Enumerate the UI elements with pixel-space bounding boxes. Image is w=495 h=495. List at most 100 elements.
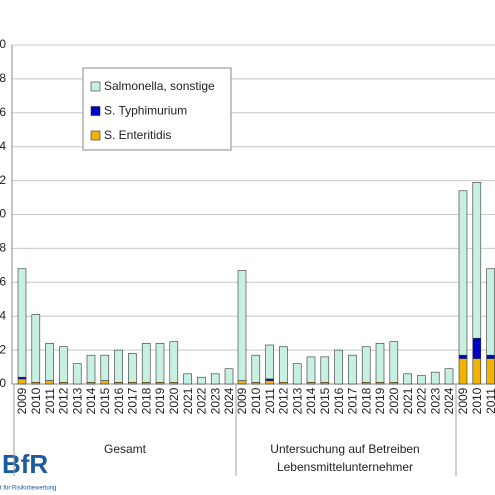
legend-label: Salmonella, sonstige bbox=[104, 79, 215, 93]
x-tick-label: 2014 bbox=[84, 387, 98, 414]
y-tick-label: 0,2 bbox=[0, 342, 6, 356]
bar-segment bbox=[100, 354, 110, 381]
bar-segment bbox=[155, 343, 165, 383]
x-tick-label: 2012 bbox=[277, 387, 291, 414]
group-label: Gesamt bbox=[104, 442, 147, 456]
x-tick-label: 2010 bbox=[29, 387, 43, 414]
bar-segment bbox=[375, 343, 385, 383]
x-tick-label: 2011 bbox=[43, 388, 57, 414]
x-tick-label: 2015 bbox=[98, 387, 112, 414]
x-tick-label: 2023 bbox=[208, 387, 222, 414]
bar-segment bbox=[486, 354, 495, 359]
x-tick-label: 2014 bbox=[304, 387, 318, 414]
x-tick-label: 2023 bbox=[428, 387, 442, 414]
y-tick-label: 2,0 bbox=[0, 37, 6, 51]
bar-segment bbox=[224, 368, 234, 385]
legend-label: S. Typhimurium bbox=[104, 104, 187, 118]
x-tick-label: 2018 bbox=[359, 387, 373, 414]
x-tick-label: 2024 bbox=[442, 387, 456, 414]
y-tick-label: 1,2 bbox=[0, 173, 6, 187]
bar-segment bbox=[430, 371, 440, 385]
group-label-line: Untersuchung auf Betreiben bbox=[270, 442, 419, 456]
bar-segment bbox=[31, 314, 41, 383]
bar-segment bbox=[86, 354, 96, 383]
bar-segment bbox=[17, 378, 27, 385]
bar-segment bbox=[45, 343, 54, 381]
bar-segment bbox=[334, 349, 343, 385]
bar-segment bbox=[210, 373, 220, 385]
bar-segment bbox=[183, 373, 192, 385]
x-tick-label: 2013 bbox=[290, 387, 304, 414]
bar-segment bbox=[320, 356, 330, 383]
legend-swatch bbox=[90, 130, 101, 141]
bar-segment bbox=[348, 354, 357, 385]
x-tick-label: 2017 bbox=[346, 387, 360, 414]
bar-segment bbox=[237, 270, 247, 381]
y-tick-label: 0,4 bbox=[0, 308, 6, 322]
x-tick-label: 2021 bbox=[401, 387, 415, 414]
bar-segment bbox=[361, 346, 371, 383]
bar-segment bbox=[45, 380, 54, 385]
x-tick-label: 2016 bbox=[112, 387, 126, 414]
y-tick-label: 1,6 bbox=[0, 105, 6, 119]
y-tick-label: 1,0 bbox=[0, 207, 6, 221]
x-tick-label: 2019 bbox=[373, 387, 387, 414]
bar-segment bbox=[17, 268, 27, 378]
group-label-line: Lebensmittelunternehmer bbox=[277, 460, 413, 474]
x-tick-label: 2020 bbox=[387, 387, 401, 414]
group-label: Untersuchung auf Betreiben Lebensmittelun… bbox=[270, 442, 419, 474]
y-tick-label: 0,0 bbox=[0, 376, 6, 390]
bar-segment bbox=[292, 363, 302, 385]
y-tick-label: 1,8 bbox=[0, 71, 6, 85]
bar-segment bbox=[458, 358, 468, 385]
y-tick-label: 0,6 bbox=[0, 274, 6, 288]
y-tick-label: 0,8 bbox=[0, 241, 6, 255]
bar-segment bbox=[389, 341, 399, 383]
bar-segment bbox=[306, 356, 316, 383]
x-tick-label: 2019 bbox=[153, 387, 167, 414]
bar-segment bbox=[472, 358, 482, 385]
legend-box bbox=[82, 67, 232, 151]
x-tick-label: 2022 bbox=[195, 387, 209, 414]
bar-segment bbox=[458, 190, 468, 356]
x-tick-label: 2022 bbox=[415, 387, 429, 414]
bar-segment bbox=[59, 346, 68, 383]
x-tick-label: 2024 bbox=[222, 387, 236, 414]
bar-segment bbox=[265, 380, 274, 385]
legend-label: S. Enteritidis bbox=[104, 128, 171, 142]
logo-subtitle: t für Risikobewertung bbox=[0, 486, 56, 492]
x-tick-label: 2017 bbox=[126, 387, 140, 414]
bar-segment bbox=[197, 376, 206, 385]
x-tick-label: 2009 bbox=[15, 387, 29, 414]
x-tick-label: 2016 bbox=[332, 387, 346, 414]
y-tick-label: 1,4 bbox=[0, 139, 6, 153]
logo: BfR bbox=[2, 449, 48, 479]
x-tick-label: 2015 bbox=[318, 387, 332, 414]
x-tick-label: 2011 bbox=[263, 388, 277, 414]
legend-swatch bbox=[90, 81, 101, 92]
bar-segment bbox=[444, 368, 454, 385]
bar-segment bbox=[417, 375, 426, 385]
bar-segment bbox=[141, 343, 151, 383]
bar-segment bbox=[279, 346, 288, 383]
bar-segment bbox=[100, 380, 110, 385]
bar-segment bbox=[486, 358, 495, 385]
x-tick-label: 2018 bbox=[139, 387, 153, 414]
x-tick-label: 2013 bbox=[70, 387, 84, 414]
x-tick-label: 2021 bbox=[181, 387, 195, 414]
x-tick-label: 2010 bbox=[249, 387, 263, 414]
bar-segment bbox=[265, 344, 274, 380]
bar-segment bbox=[114, 349, 123, 383]
x-tick-label: 2009 bbox=[235, 387, 249, 414]
bar-segment bbox=[169, 341, 179, 383]
bar-segment bbox=[237, 380, 247, 385]
bar-segment bbox=[458, 354, 468, 359]
legend-swatch bbox=[90, 106, 101, 116]
bar-segment bbox=[486, 268, 495, 356]
bar-segment bbox=[128, 353, 137, 383]
x-tick-label: 2020 bbox=[167, 387, 181, 414]
x-tick-label: 2010 bbox=[470, 387, 484, 414]
bar-segment bbox=[472, 337, 482, 359]
